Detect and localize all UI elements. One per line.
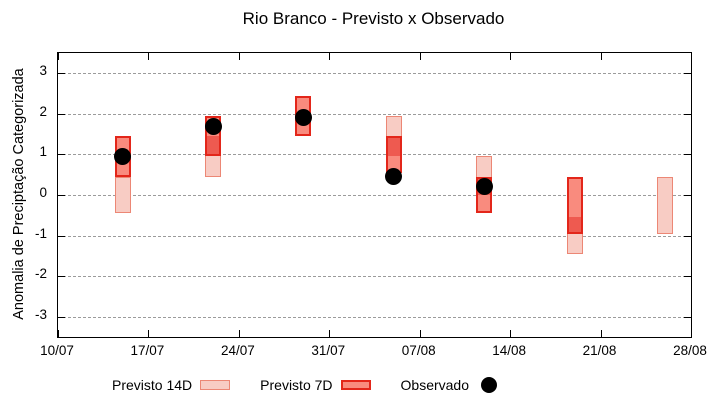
x-tick — [238, 330, 240, 337]
x-tick — [148, 53, 150, 60]
y-tick-label: 0 — [39, 185, 47, 200]
x-tick — [600, 330, 602, 337]
forecast-box-7d-fill — [476, 195, 493, 214]
legend-label-observado: Observado — [400, 377, 469, 393]
plot-area — [57, 52, 692, 338]
gridline — [58, 316, 691, 318]
forecast-box-7d-border — [566, 176, 583, 234]
y-tick — [58, 276, 65, 278]
y-tick — [684, 154, 691, 156]
x-tick — [419, 53, 421, 60]
forecast-box-7d-border — [385, 136, 402, 173]
forecast-overlap-fill — [205, 136, 222, 157]
forecast-overlap-fill — [566, 217, 583, 234]
forecast-box-7d-fill — [566, 176, 583, 218]
y-tick — [684, 316, 691, 318]
x-tick — [600, 53, 602, 60]
gridline — [58, 154, 691, 156]
x-tick-label: 07/08 — [401, 343, 436, 358]
x-tick — [148, 330, 150, 337]
legend: Previsto 14D Previsto 7D Observado — [112, 374, 497, 396]
y-tick — [684, 73, 691, 75]
forecast-overlap-fill — [385, 136, 402, 157]
x-tick-label: 14/08 — [492, 343, 527, 358]
legend-observado-dot-icon — [481, 377, 497, 393]
legend-swatch-previsto-7d — [340, 380, 371, 390]
x-tick-label: 17/07 — [130, 343, 165, 358]
x-tick — [238, 53, 240, 60]
y-tick — [684, 113, 691, 115]
y-tick-label: 2 — [39, 103, 47, 119]
y-tick — [58, 235, 65, 237]
forecast-box-7d-border — [205, 115, 222, 157]
y-tick-label: 3 — [39, 63, 47, 79]
x-tick — [58, 53, 59, 60]
y-tick — [684, 195, 691, 196]
x-tick-label: 31/07 — [311, 343, 346, 358]
chart-title: Rio Branco - Previsto x Observado — [242, 9, 505, 28]
y-tick — [684, 235, 691, 237]
observed-point — [204, 117, 222, 135]
forecast-box-14d — [657, 176, 674, 234]
x-tick — [329, 330, 331, 337]
forecast-box-7d-border — [476, 176, 493, 214]
y-tick — [58, 195, 65, 196]
x-tick — [58, 330, 59, 337]
observed-point — [294, 109, 312, 127]
legend-label-previsto-7d: Previsto 7D — [260, 377, 333, 393]
y-tick-label: -2 — [34, 266, 47, 282]
x-tick-label: 24/07 — [220, 343, 255, 358]
x-tick — [510, 330, 512, 337]
y-tick — [684, 276, 691, 278]
x-tick-label: 10/07 — [40, 343, 74, 358]
gridline — [58, 276, 691, 278]
x-tick — [691, 53, 692, 60]
legend-label-previsto-14d: Previsto 14D — [112, 377, 193, 393]
observed-point — [385, 168, 403, 186]
y-tick — [58, 154, 65, 156]
gridline — [58, 235, 691, 237]
forecast-box-14d — [114, 176, 131, 214]
y-tick — [58, 113, 65, 115]
gridline — [58, 113, 691, 115]
x-tick — [510, 53, 512, 60]
y-tick-label: -1 — [34, 225, 47, 241]
y-tick-label: -3 — [34, 306, 47, 322]
x-tick — [329, 53, 331, 60]
y-tick — [58, 316, 65, 318]
x-tick-label: 21/08 — [582, 343, 617, 358]
gridline — [58, 195, 691, 196]
legend-swatch-previsto-14d — [200, 380, 231, 390]
gridline — [58, 73, 691, 75]
observed-point — [114, 147, 132, 165]
x-tick — [691, 330, 692, 337]
x-tick-label: 28/08 — [673, 343, 707, 358]
y-tick-label: 1 — [39, 144, 47, 160]
y-tick — [58, 73, 65, 75]
x-tick — [419, 330, 421, 337]
observed-point — [475, 178, 493, 196]
